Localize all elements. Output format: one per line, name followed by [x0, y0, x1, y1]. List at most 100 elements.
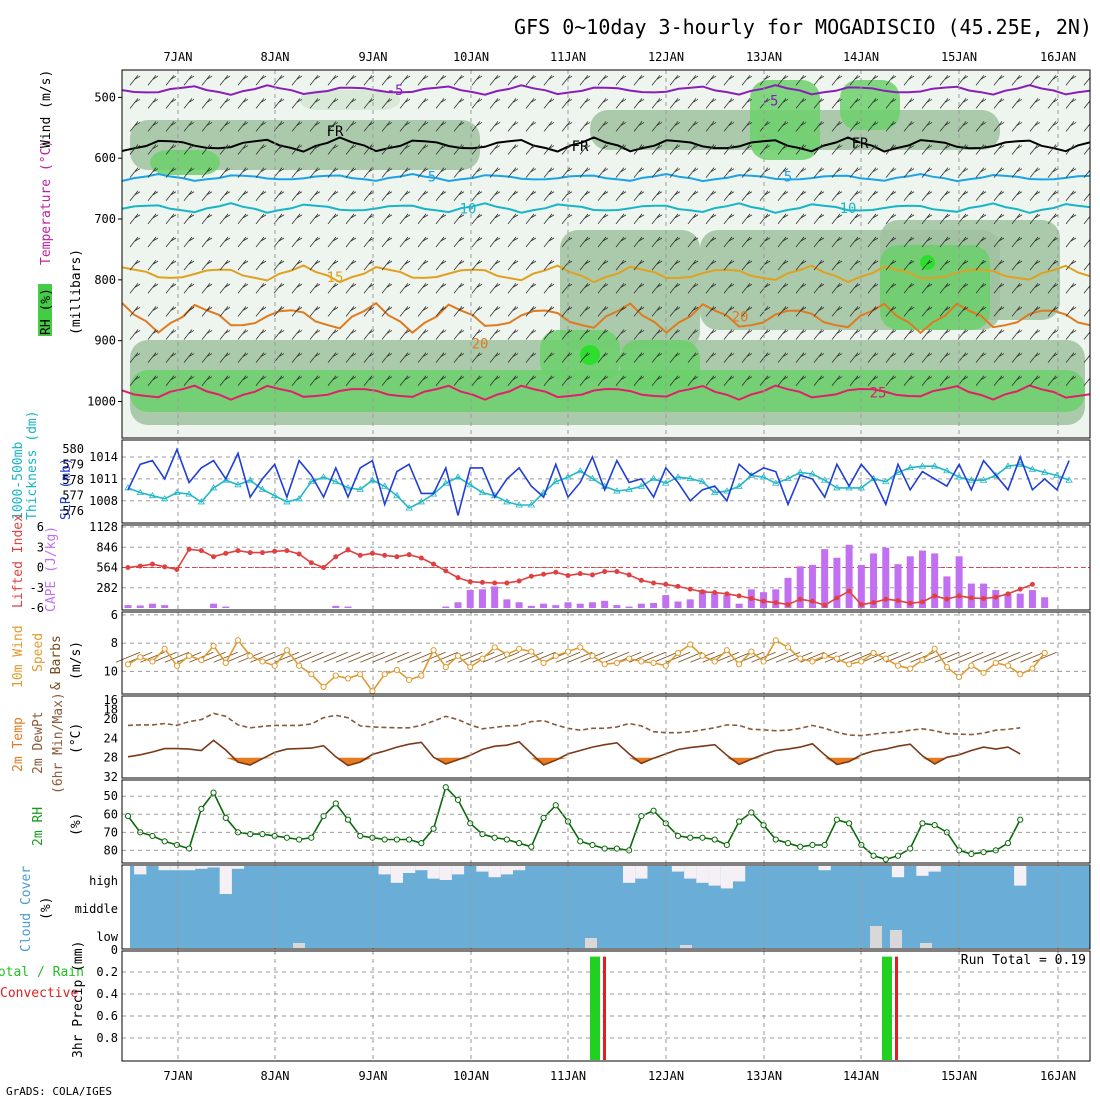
- wind-barb: [309, 213, 321, 225]
- wind-barb: [615, 74, 627, 86]
- wind-barb: [507, 74, 519, 86]
- wind-barb: [399, 121, 411, 132]
- wind-barb: [165, 352, 177, 363]
- wind-barb: [651, 375, 663, 386]
- wind-barb: [813, 190, 825, 202]
- thickness-line-point: [698, 477, 707, 485]
- wind-barb: [741, 282, 753, 294]
- wind-speed-line-point: [540, 659, 547, 666]
- wind-barb: [219, 213, 231, 225]
- wind-barb: [219, 329, 231, 340]
- rh2m-panel: 2m RH (%) 50 60 70 80: [31, 779, 1091, 864]
- wind-speed-line-point: [577, 644, 584, 651]
- wind-speed-line-point: [234, 637, 242, 644]
- wind10m-barb: [1008, 651, 1033, 663]
- slp-thickness-panel: 1000-500mb Thickness (dm) SLP (mb) 57657…: [11, 410, 1091, 524]
- wind-barb: [813, 144, 825, 155]
- wind-barb: [309, 352, 321, 363]
- thickness-line-point: [344, 484, 352, 491]
- bottom-day-label: 15JAN: [941, 1069, 977, 1083]
- wind-barb: [1011, 282, 1023, 294]
- wind-barb: [579, 74, 591, 86]
- wind-barb: [237, 282, 249, 294]
- lifted-index-line-point: [431, 561, 437, 567]
- wind-barb: [237, 190, 249, 202]
- wind-barb: [669, 236, 681, 248]
- thickness-line-point: [1016, 460, 1024, 468]
- top-day-label: 8JAN: [261, 50, 290, 64]
- wind-barb: [867, 144, 879, 155]
- wind-barb: [939, 329, 951, 340]
- wind-barb: [777, 306, 789, 317]
- wind-speed-line-point: [968, 662, 975, 669]
- rh2m-line-point: [381, 836, 388, 843]
- wind-barb: [903, 329, 915, 340]
- bottom-day-label: 13JAN: [746, 1069, 782, 1083]
- wind-barb: [309, 282, 321, 294]
- wind-barb: [129, 121, 141, 132]
- wind-speed-line-point: [626, 655, 633, 662]
- lifted-index-line-point: [724, 591, 730, 597]
- wind-barb: [579, 167, 591, 178]
- wind-barb: [237, 74, 249, 86]
- wind-barb: [417, 236, 429, 248]
- rh2m-line-point: [430, 825, 437, 832]
- wind-barb: [687, 74, 699, 86]
- slp-line: [127, 447, 1070, 516]
- temperature-axis-label: Temperature (°C): [39, 140, 54, 265]
- wind-barb: [255, 375, 267, 386]
- thickness-line-point: [759, 473, 768, 480]
- wind-speed-line-point: [381, 671, 388, 678]
- lifted-index-line-point: [296, 551, 302, 557]
- wind-barb: [813, 213, 825, 225]
- isotherm-label: FR: [572, 139, 589, 155]
- wind-barb: [489, 98, 501, 109]
- lifted-index-line-point: [235, 548, 241, 554]
- wind-barb: [183, 74, 195, 86]
- wind-barb: [507, 98, 519, 109]
- wind-barb: [903, 352, 915, 363]
- wind-barb: [327, 259, 339, 271]
- wind-barb: [1047, 329, 1059, 340]
- wind-barb: [453, 236, 465, 248]
- wind-barb: [759, 190, 771, 202]
- wind-barb: [309, 329, 321, 340]
- wind-barb: [849, 329, 861, 340]
- wind-barb: [417, 375, 429, 386]
- wind-barb: [651, 167, 663, 178]
- rh2m-line-point: [528, 843, 535, 850]
- wind10m-barb: [653, 651, 678, 663]
- thickness-line-point: [380, 482, 389, 489]
- wind10m-barb: [641, 651, 666, 663]
- cape-bar: [601, 600, 609, 608]
- wind-barb: [507, 375, 519, 386]
- thickness-line-point: [136, 488, 144, 495]
- wind-barb: [435, 144, 447, 155]
- t2m-tick-label: 20: [104, 712, 118, 726]
- precip-total-bar: [882, 956, 892, 1060]
- thickness-line-point: [625, 485, 633, 492]
- wind10m-barb: [286, 651, 312, 663]
- wind-barb: [201, 74, 213, 86]
- wind-barb: [471, 352, 483, 363]
- wind-barb: [849, 190, 861, 202]
- cape-bar: [527, 605, 535, 608]
- wind-barb: [183, 236, 195, 248]
- wind-barb: [165, 329, 177, 340]
- wind-barb: [633, 375, 645, 386]
- wind-barb: [723, 167, 735, 178]
- wind-barb: [1047, 74, 1059, 86]
- lifted-index-line-point: [919, 599, 925, 605]
- wind-barb: [201, 282, 213, 294]
- wind-barb: [849, 259, 861, 271]
- wind-barb: [723, 98, 735, 109]
- wind-barb: [921, 213, 933, 225]
- wind-speed-line-point: [479, 655, 486, 662]
- wind-barb: [201, 352, 213, 363]
- wind-barb: [921, 282, 933, 294]
- wind-barb: [651, 98, 663, 109]
- wind-barb: [975, 236, 987, 248]
- wind-barb: [345, 282, 357, 294]
- wind-barb: [1065, 259, 1077, 271]
- precip-tick-label: 0.8: [96, 1031, 118, 1045]
